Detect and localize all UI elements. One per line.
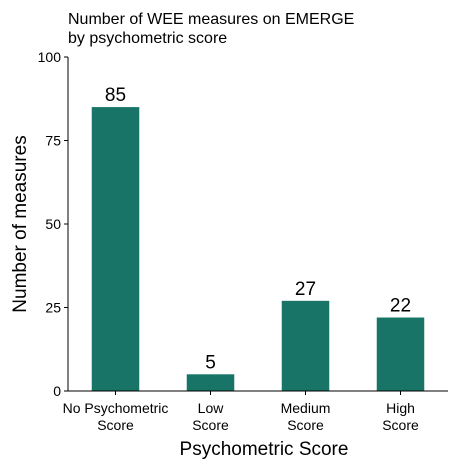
x-tick-label: Score (97, 417, 134, 433)
y-tick-label: 75 (45, 133, 61, 149)
bar-value-label: 27 (295, 279, 316, 300)
y-tick-label: 50 (45, 216, 61, 232)
bar-value-label: 85 (105, 85, 126, 106)
x-axis-label: Psychometric Score (180, 439, 349, 460)
bar-value-label: 5 (205, 352, 216, 373)
y-tick-label: 0 (53, 383, 61, 399)
x-tick-label: No Psychometric (63, 400, 169, 416)
x-tick-label: Medium (281, 400, 331, 416)
chart-title-line-1: Number of WEE measures on EMERGE (68, 11, 354, 28)
x-tick-label: Low (198, 400, 225, 416)
y-tick-label: 25 (45, 300, 61, 316)
bar-value-label: 22 (390, 296, 411, 317)
bar (91, 107, 140, 391)
bar (376, 317, 425, 391)
x-tick-label: High (386, 400, 415, 416)
x-tick-label: Score (287, 417, 324, 433)
y-axis-label: Number of measures (10, 135, 31, 312)
y-tick-label: 100 (38, 49, 62, 65)
bar (186, 374, 235, 391)
x-tick-label: Score (192, 417, 229, 433)
bar (281, 300, 330, 391)
chart-title-line-2: by psychometric score (68, 30, 227, 47)
x-tick-label: Score (382, 417, 419, 433)
